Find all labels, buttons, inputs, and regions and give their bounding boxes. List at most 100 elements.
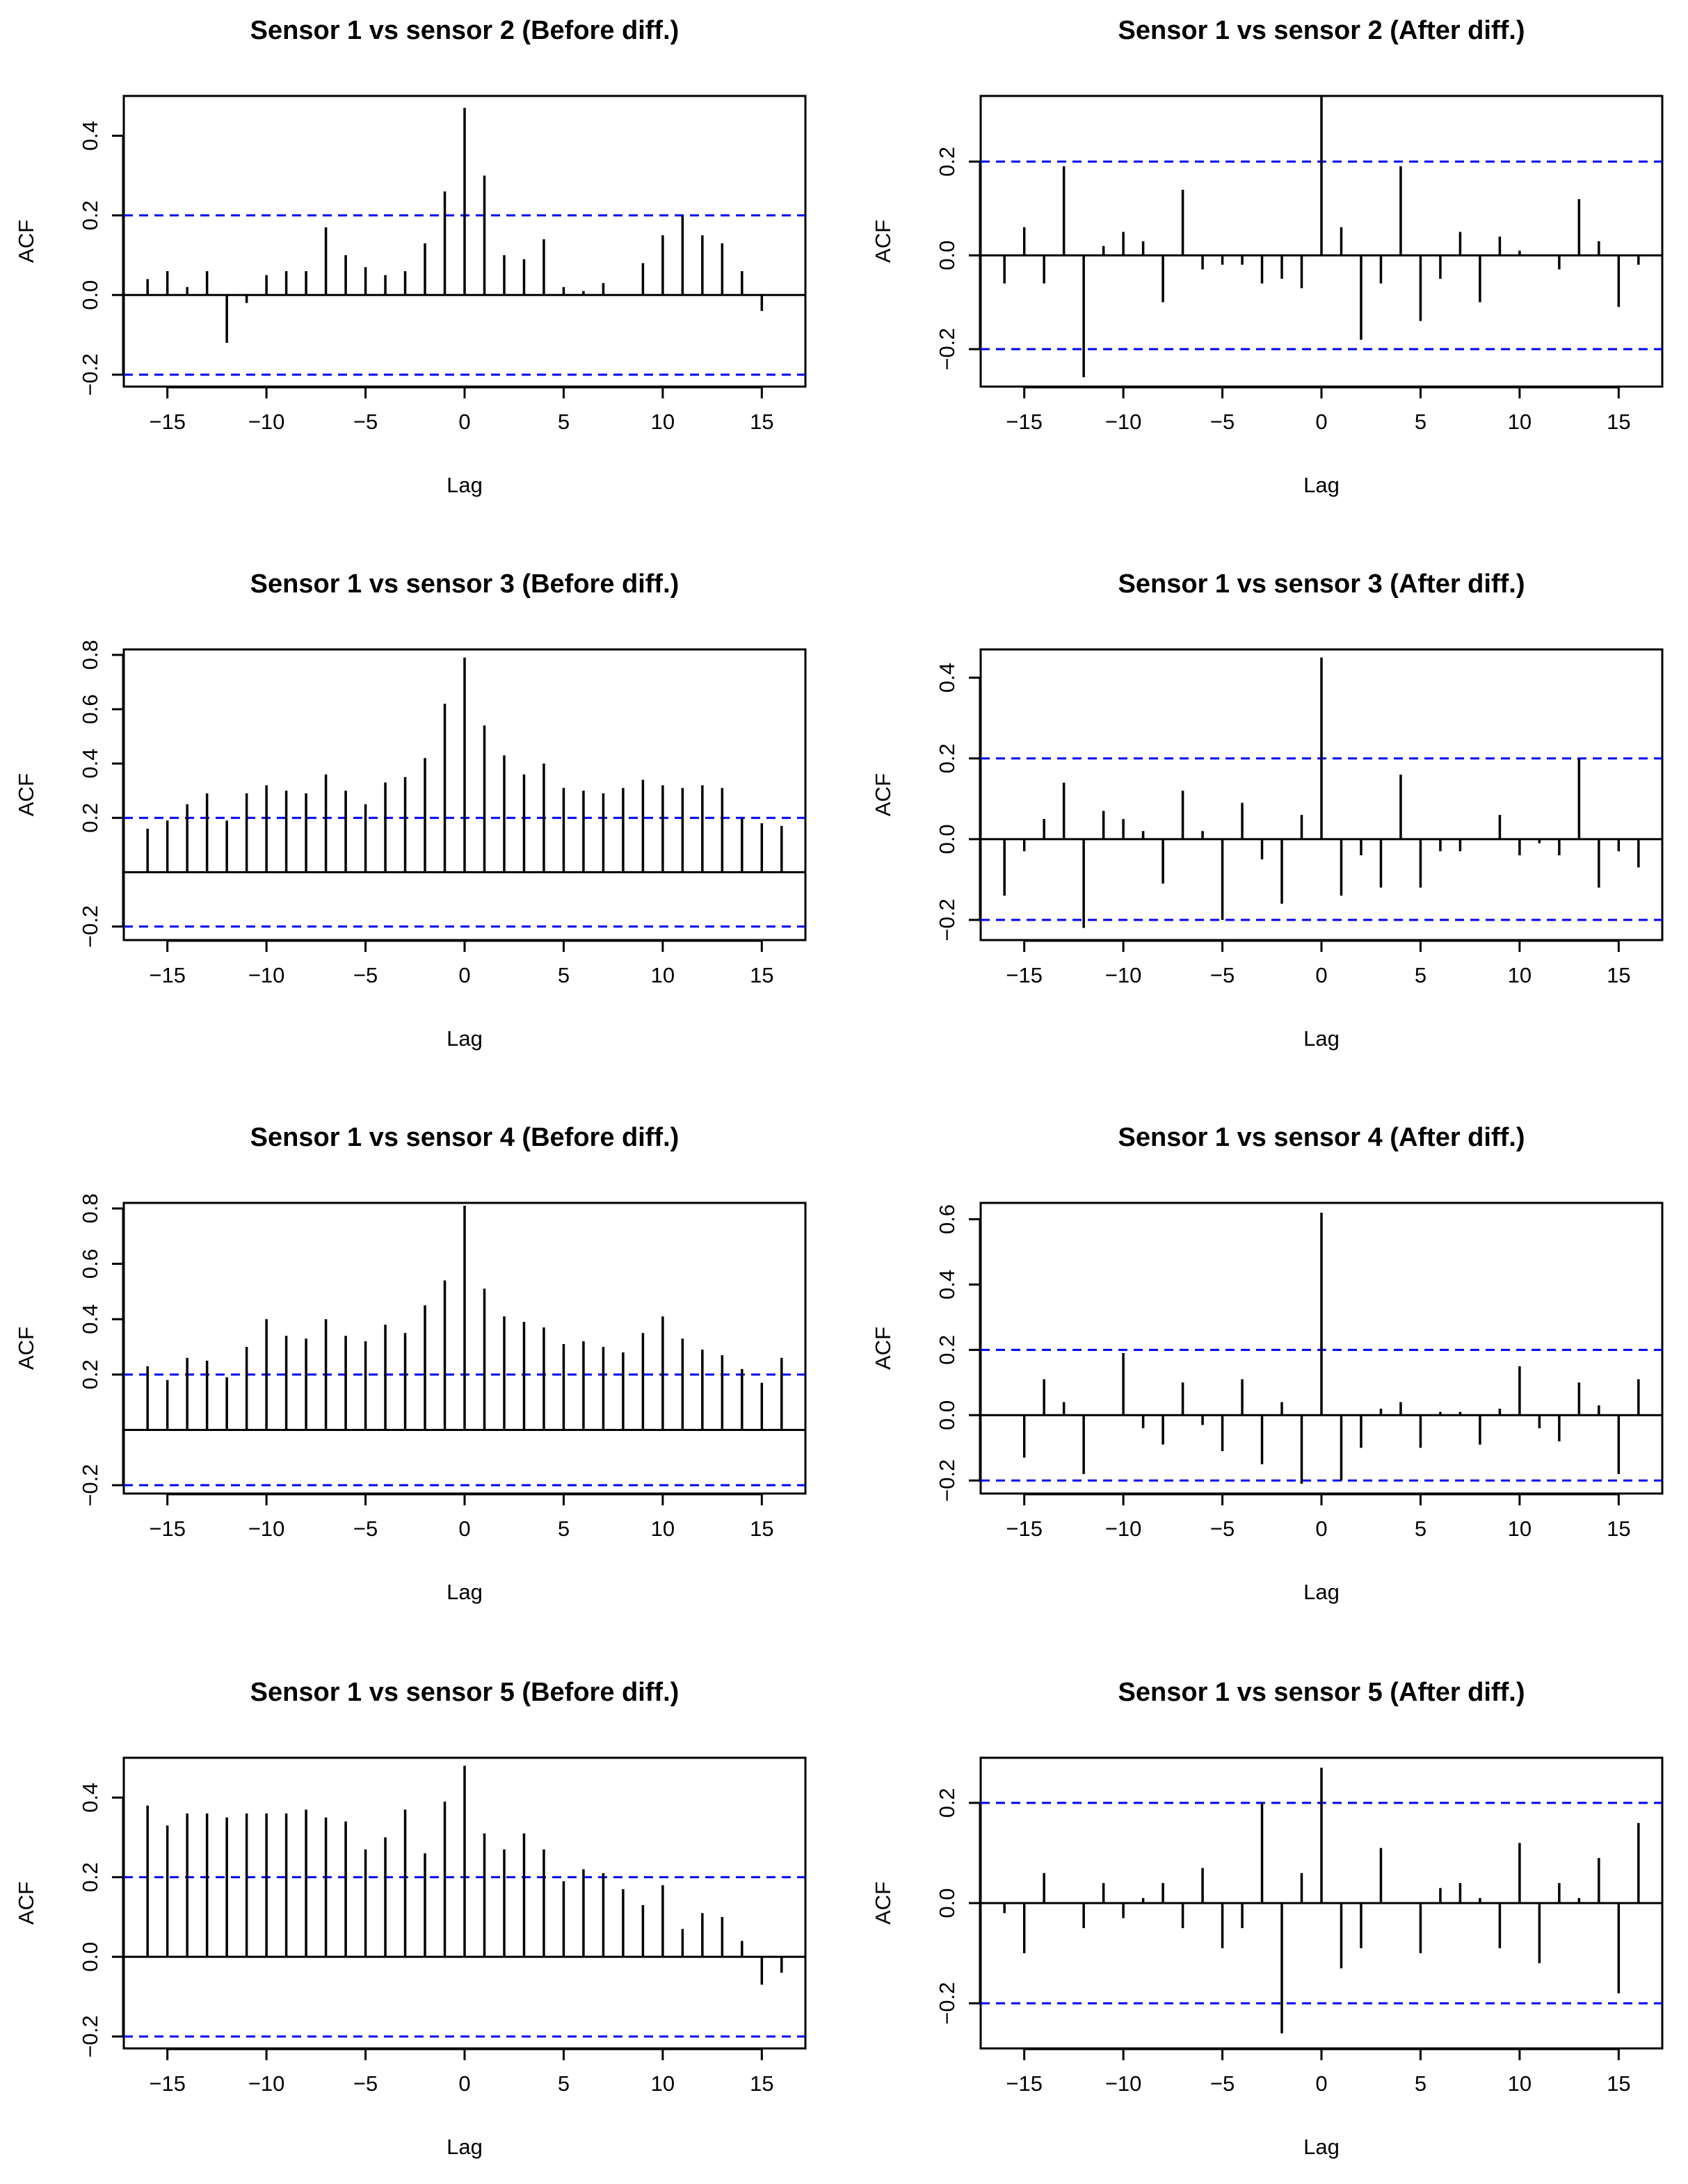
x-tick-label: 10 — [651, 1516, 675, 1541]
y-tick-label: 0.4 — [78, 749, 102, 779]
y-tick-label: 0.2 — [935, 1788, 959, 1818]
y-tick-label: 0.8 — [78, 640, 102, 670]
y-axis-label: ACF — [871, 1882, 895, 1925]
y-axis-label: ACF — [871, 1327, 895, 1370]
x-tick-label: 0 — [1315, 2071, 1327, 2096]
y-tick-label: 0.2 — [78, 803, 102, 833]
x-tick-label: 0 — [458, 410, 470, 434]
x-tick-label: 5 — [1415, 963, 1426, 987]
x-tick-label: −15 — [1006, 410, 1043, 434]
y-tick-label: 0.0 — [935, 241, 959, 270]
x-tick-label: 0 — [1315, 963, 1327, 987]
x-tick-label: −5 — [353, 963, 378, 987]
x-tick-label: 10 — [651, 963, 675, 987]
x-tick-label: −15 — [1006, 963, 1043, 987]
chart-title: Sensor 1 vs sensor 4 (After diff.) — [1118, 1123, 1525, 1152]
x-tick-label: −10 — [1105, 2071, 1142, 2096]
y-tick-label: 0.8 — [78, 1193, 102, 1223]
x-tick-label: −5 — [1210, 1516, 1235, 1541]
x-tick-label: 10 — [1508, 963, 1532, 987]
x-tick-label: 0 — [458, 963, 470, 987]
y-tick-label: 0.6 — [935, 1204, 959, 1234]
acf-panel-4: Sensor 1 vs sensor 3 (After diff.) −15 −10… — [871, 569, 1664, 1051]
x-tick-label: −5 — [1210, 2071, 1235, 2096]
y-tick-label: 0.2 — [78, 1862, 102, 1892]
y-tick-label: −0.2 — [935, 1459, 959, 1502]
x-tick-label: 0 — [458, 1516, 470, 1541]
x-tick-label: 15 — [1607, 1516, 1630, 1541]
acf-panel-1: Sensor 1 vs sensor 2 (Before diff.) −15 −1… — [14, 16, 807, 497]
y-tick-label: −0.2 — [78, 353, 102, 396]
x-tick-label: 0 — [1315, 410, 1327, 434]
chart-title: Sensor 1 vs sensor 2 (After diff.) — [1118, 16, 1525, 45]
x-tick-label: 5 — [558, 410, 570, 434]
x-tick-label: −15 — [1006, 2071, 1043, 2096]
x-axis-label: Lag — [447, 473, 483, 497]
x-tick-label: −15 — [149, 2071, 186, 2096]
x-tick-label: −10 — [248, 1516, 285, 1541]
y-tick-label: −0.2 — [935, 898, 959, 941]
x-tick-label: −10 — [248, 410, 285, 434]
x-tick-label: 5 — [558, 1516, 570, 1541]
acf-panel-6: Sensor 1 vs sensor 4 (After diff.) −15 −10… — [871, 1123, 1664, 1604]
y-tick-label: −0.2 — [935, 1982, 959, 2025]
y-tick-label: 0.2 — [78, 1359, 102, 1389]
y-axis-label: ACF — [14, 220, 38, 263]
x-tick-label: 5 — [558, 963, 570, 987]
x-tick-label: −5 — [353, 410, 378, 434]
y-tick-label: −0.2 — [78, 2015, 102, 2057]
x-tick-label: −10 — [248, 2071, 285, 2096]
y-tick-label: 0.0 — [935, 824, 959, 854]
acf-panel-8: Sensor 1 vs sensor 5 (After diff.) −15 −10… — [871, 1678, 1664, 2159]
y-tick-label: 0.0 — [935, 1888, 959, 1918]
x-tick-label: 10 — [651, 2071, 675, 2096]
y-tick-label: 0.4 — [78, 1304, 102, 1334]
x-tick-label: −5 — [353, 2071, 378, 2096]
y-axis-label: ACF — [871, 773, 895, 816]
y-tick-label: 0.2 — [78, 200, 102, 230]
acf-panel-2: Sensor 1 vs sensor 2 (After diff.) −15 −10… — [871, 16, 1664, 497]
x-tick-label: 5 — [1415, 1516, 1426, 1541]
x-tick-label: 15 — [1607, 410, 1630, 434]
x-axis-label: Lag — [447, 1580, 483, 1604]
x-tick-label: −10 — [1105, 410, 1142, 434]
x-tick-label: 10 — [1508, 1516, 1532, 1541]
y-tick-label: 0.6 — [78, 694, 102, 724]
y-tick-label: 0.0 — [78, 280, 102, 310]
y-axis-label: ACF — [871, 220, 895, 263]
chart-title: Sensor 1 vs sensor 5 (After diff.) — [1118, 1678, 1525, 1707]
y-tick-label: 0.0 — [78, 1942, 102, 1972]
y-tick-label: 0.4 — [935, 663, 959, 693]
x-axis-label: Lag — [447, 1026, 483, 1051]
x-tick-label: −5 — [1210, 410, 1235, 434]
x-tick-label: −10 — [1105, 1516, 1142, 1541]
x-tick-label: 10 — [1508, 2071, 1532, 2096]
chart-title: Sensor 1 vs sensor 3 (Before diff.) — [250, 569, 680, 599]
y-tick-label: 0.4 — [935, 1270, 959, 1300]
y-axis-label: ACF — [14, 1882, 38, 1925]
acf-panel-3: Sensor 1 vs sensor 3 (Before diff.) −15 −1… — [14, 569, 807, 1051]
x-tick-label: 15 — [750, 2071, 773, 2096]
y-tick-label: 0.0 — [935, 1400, 959, 1430]
y-tick-label: 0.4 — [78, 1783, 102, 1813]
x-tick-label: −15 — [149, 1516, 186, 1541]
chart-title: Sensor 1 vs sensor 4 (Before diff.) — [250, 1123, 680, 1152]
x-axis-label: Lag — [447, 2135, 483, 2159]
x-tick-label: 5 — [1415, 2071, 1426, 2096]
y-tick-label: 0.2 — [935, 1335, 959, 1365]
chart-title: Sensor 1 vs sensor 2 (Before diff.) — [250, 16, 680, 45]
y-tick-label: −0.2 — [78, 1464, 102, 1506]
x-axis-label: Lag — [1303, 473, 1340, 497]
x-tick-label: 0 — [1315, 1516, 1327, 1541]
x-tick-label: 15 — [1607, 963, 1630, 987]
y-tick-label: −0.2 — [78, 905, 102, 948]
x-tick-label: 10 — [1508, 410, 1532, 434]
x-tick-label: −10 — [1105, 963, 1142, 987]
y-tick-label: 0.2 — [935, 147, 959, 177]
x-tick-label: 15 — [750, 1516, 773, 1541]
x-tick-label: 15 — [1607, 2071, 1630, 2096]
y-axis-label: ACF — [14, 1327, 38, 1370]
acf-panel-7: Sensor 1 vs sensor 5 (Before diff.) −15 −1… — [14, 1678, 807, 2159]
chart-title: Sensor 1 vs sensor 5 (Before diff.) — [250, 1678, 680, 1707]
